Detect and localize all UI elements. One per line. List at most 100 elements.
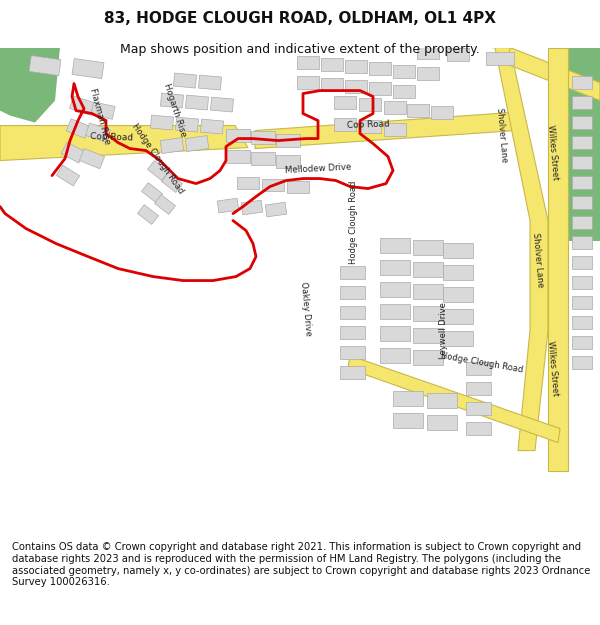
Text: Contains OS data © Crown copyright and database right 2021. This information is : Contains OS data © Crown copyright and d… [12,542,590,588]
Bar [380,238,410,253]
Text: 83, HODGE CLOUGH ROAD, OLDHAM, OL1 4PX: 83, HODGE CLOUGH ROAD, OLDHAM, OL1 4PX [104,11,496,26]
Bar [407,104,429,117]
Bar [148,161,169,181]
Bar [321,58,343,71]
Bar [380,282,410,297]
Bar [572,336,592,349]
Bar [297,76,319,89]
Bar [276,155,300,168]
Bar [185,136,209,151]
Bar [443,331,473,346]
Bar [466,402,491,415]
Bar [160,93,184,108]
Bar [443,287,473,302]
Text: Hodge Clough Road: Hodge Clough Road [349,181,358,264]
Bar [200,119,224,134]
Bar [340,266,365,279]
Bar [572,236,592,249]
Bar [345,60,367,73]
Bar [262,179,284,191]
Bar [572,176,592,189]
Bar [380,348,410,363]
Bar [443,265,473,280]
Bar [61,142,85,163]
Bar [297,56,319,69]
Text: Hogarth Rise: Hogarth Rise [162,82,188,139]
Bar [175,117,199,132]
Bar [211,97,233,112]
Polygon shape [348,356,560,442]
Bar [380,260,410,275]
Text: Sholver Lane: Sholver Lane [495,108,509,163]
Bar [359,120,381,133]
Polygon shape [548,48,568,471]
Text: Sholver Lane: Sholver Lane [531,233,545,288]
Bar [72,59,104,79]
Text: Wilkes Street: Wilkes Street [546,124,560,181]
Bar [466,362,491,375]
Bar [572,296,592,309]
Bar [86,123,110,142]
Text: Leywell Drive: Leywell Drive [439,302,448,359]
Bar [466,382,491,395]
Bar [226,129,250,142]
Bar [340,306,365,319]
Bar [199,75,221,90]
Bar [572,256,592,269]
Bar [251,152,275,165]
Bar [56,165,80,186]
Bar [173,73,197,88]
Bar [427,415,457,430]
Bar [340,286,365,299]
Bar [393,413,423,428]
Bar [443,243,473,258]
Bar [70,96,94,115]
Text: Cop Road: Cop Road [346,119,389,130]
Bar [241,200,263,215]
Bar [572,316,592,329]
Text: Wilkes Street: Wilkes Street [546,341,560,396]
Bar [572,76,592,89]
Bar [447,48,469,61]
Bar [226,150,250,163]
Text: Hodge Clough Road: Hodge Clough Road [130,122,185,195]
Bar [185,95,209,110]
Bar [417,67,439,80]
Polygon shape [492,48,548,451]
Bar [413,306,443,321]
Bar [155,194,175,214]
Bar [340,326,365,339]
Text: Hodge Clough Road: Hodge Clough Road [440,351,524,374]
Bar [251,131,275,144]
Bar [572,136,592,149]
Bar [380,304,410,319]
Bar [340,346,365,359]
Bar [384,101,406,114]
Bar [334,118,356,131]
Bar [443,309,473,324]
Bar [142,182,163,203]
Bar [91,102,115,119]
Bar [413,350,443,365]
Bar [572,356,592,369]
Bar [572,196,592,209]
Polygon shape [568,48,600,241]
Bar [137,204,158,224]
Bar [572,276,592,289]
Polygon shape [0,48,60,122]
Bar [217,198,239,213]
Bar [427,393,457,408]
Bar [66,119,90,138]
Bar [334,96,356,109]
Bar [572,116,592,129]
Bar [413,328,443,343]
Bar [572,216,592,229]
Bar [413,262,443,277]
Bar [380,326,410,341]
Bar [384,123,406,136]
Text: Map shows position and indicative extent of the property.: Map shows position and indicative extent… [120,42,480,56]
Bar [417,46,439,59]
Bar [369,62,391,75]
Polygon shape [0,126,248,161]
Bar [572,96,592,109]
